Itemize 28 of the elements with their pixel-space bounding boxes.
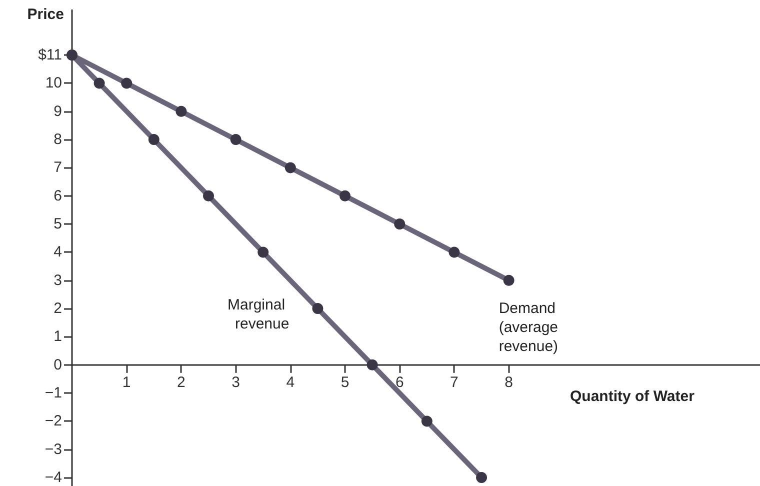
y-tick-label: 9 (54, 102, 62, 120)
y-tick-label: 10 (45, 74, 62, 92)
y-tick-label: −4 (44, 469, 62, 486)
x-tick-label: 1 (122, 374, 131, 391)
x-tick-label: 6 (395, 374, 404, 391)
y-tick-label: −3 (44, 440, 62, 458)
y-tick-label: 6 (54, 187, 62, 204)
y-tick-label: 1 (54, 328, 62, 346)
y-tick-label: 4 (54, 244, 62, 261)
x-axis-title: Quantity of Water (570, 388, 695, 405)
y-tick-label: 2 (54, 300, 62, 318)
series-label: Marginal revenue (228, 296, 290, 333)
x-tick-label: 2 (177, 374, 186, 391)
x-tick-label: 8 (504, 374, 513, 391)
y-tick-label: −2 (44, 412, 62, 430)
x-tick-label: 5 (340, 374, 350, 391)
y-tick-label: −1 (44, 384, 62, 402)
y-tick-label: 8 (54, 131, 62, 148)
y-tick-label: 3 (54, 272, 62, 289)
x-tick-label: 7 (450, 374, 458, 391)
y-axis-title: Price (27, 6, 64, 23)
x-tick-label: 3 (232, 374, 240, 391)
y-tick-label: $11 (38, 46, 62, 64)
y-tick-label: 7 (54, 159, 62, 176)
series-label: Demand (average revenue) (498, 300, 562, 355)
y-tick-label: 0 (54, 356, 62, 374)
x-tick-label: 4 (286, 374, 295, 391)
y-tick-label: 5 (54, 216, 62, 233)
